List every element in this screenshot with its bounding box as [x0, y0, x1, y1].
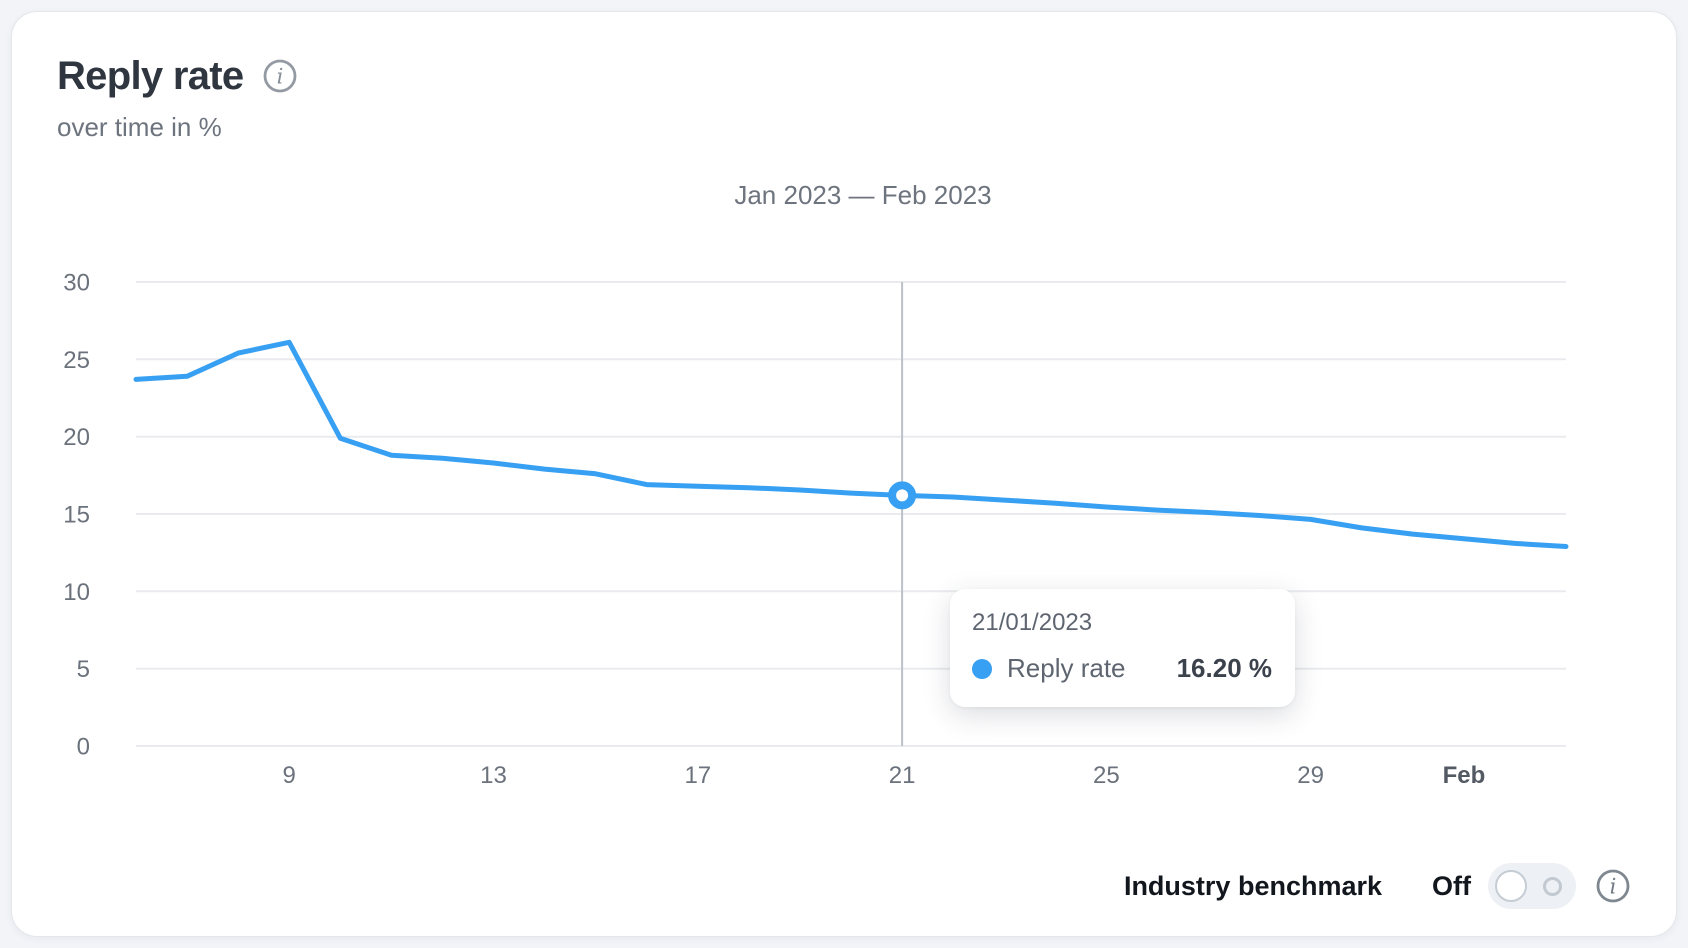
page-title: Reply rate [57, 54, 244, 98]
benchmark-toggle[interactable] [1488, 863, 1576, 909]
tooltip-date: 21/01/2023 [972, 609, 1093, 636]
tooltip-value: 16.20 % [1176, 653, 1272, 683]
series-dot-icon [972, 658, 992, 679]
industry-benchmark-label: Industry benchmark [1123, 870, 1383, 901]
tooltip-series-label: Reply rate [1007, 653, 1126, 683]
toggle-knob [1495, 870, 1527, 902]
toggle-dot-icon [1543, 877, 1562, 896]
svg-text:i: i [1610, 875, 1617, 899]
card-header: Reply rate i over time in % [57, 52, 297, 143]
chart-tooltip: 21/01/2023 Reply rate 16.20 % [950, 589, 1295, 707]
reply-rate-card: Reply rate i over time in % Jan 2023 — F… [11, 11, 1677, 937]
chart-date-range-title: Jan 2023 — Feb 2023 [734, 180, 992, 210]
benchmark-state-label: Off [1432, 870, 1471, 901]
tooltip-series-row: Reply rate 16.20 % [972, 653, 1272, 684]
card-subtitle: over time in % [57, 112, 222, 142]
svg-text:i: i [277, 65, 284, 89]
industry-benchmark-row: Industry benchmark Off i [1124, 863, 1630, 909]
reply-rate-info-icon[interactable]: i [263, 59, 297, 93]
benchmark-info-icon[interactable]: i [1596, 869, 1630, 903]
